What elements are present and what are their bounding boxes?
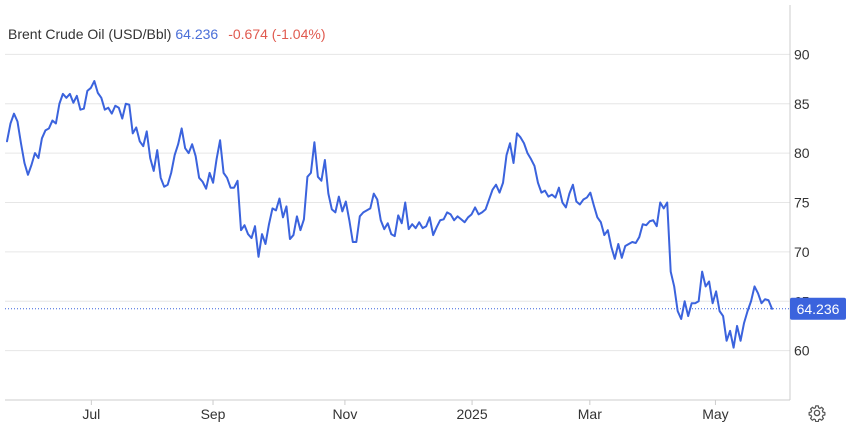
x-tick-label: Nov: [332, 406, 357, 422]
series-line-brent: [6, 80, 773, 349]
x-tick-label: Mar: [578, 406, 602, 422]
last-price-badge: [790, 297, 846, 320]
y-tick-label: 80: [794, 145, 810, 161]
y-tick-label: 75: [794, 195, 810, 211]
grid-lines: [5, 53, 790, 352]
axes: 60657075808590JulSepNov2025MarMay: [5, 5, 810, 422]
x-tick-label: May: [702, 406, 728, 422]
y-tick-label: 90: [794, 46, 810, 62]
gear-icon[interactable]: [808, 404, 826, 422]
instrument-name: Brent Crude Oil (USD/Bbl): [8, 26, 172, 42]
x-tick-label: 2025: [456, 406, 487, 422]
chart-header: Brent Crude Oil (USD/Bbl) 64.236 -0.674 (-…: [8, 26, 326, 42]
price-change: -0.674 (-1.04%): [228, 26, 326, 42]
last-price-layer: 64.236: [5, 297, 846, 320]
y-tick-label: 85: [794, 96, 810, 112]
last-price: 64.236: [175, 26, 219, 42]
y-tick-label: 60: [794, 343, 810, 359]
last-price-badge-label: 64.236: [797, 301, 840, 317]
x-tick-label: Jul: [82, 406, 100, 422]
x-tick-label: Sep: [201, 406, 226, 422]
y-tick-label: 70: [794, 244, 810, 260]
series-layer: [6, 80, 773, 349]
